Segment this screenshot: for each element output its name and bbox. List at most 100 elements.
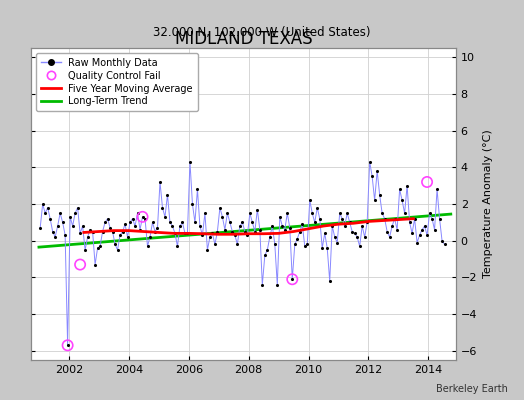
Text: Berkeley Earth: Berkeley Earth [436,384,508,394]
Point [106,225,114,231]
Point [86,226,94,233]
Point [181,230,189,236]
Point [43,204,52,211]
Point [423,179,431,185]
Point [123,234,132,240]
Point [250,228,259,235]
Point [203,247,212,253]
Point [315,216,324,222]
Point [323,245,331,251]
Point [378,210,386,216]
Point [236,223,244,229]
Point [338,216,346,222]
Point [223,210,232,216]
Point [154,225,162,231]
Point [66,214,74,220]
Point [355,243,364,250]
Point [288,276,297,282]
Point [423,232,431,238]
Point [36,225,45,231]
Point [136,226,144,233]
Point [348,228,356,235]
Point [141,216,149,222]
Point [305,197,314,204]
Point [188,201,196,207]
Point [208,230,216,236]
Point [363,219,372,226]
Point [166,219,174,226]
Point [416,232,424,238]
Point [126,219,134,226]
Point [201,210,209,216]
Point [440,241,449,248]
Point [270,241,279,248]
Point [413,239,421,246]
Point [196,223,204,229]
Point [103,216,112,222]
Point [93,245,102,251]
Point [288,276,297,282]
Point [233,241,242,248]
Point [131,223,139,229]
Point [133,210,141,216]
Point [76,230,84,236]
Point [73,204,82,211]
Point [370,197,379,204]
Point [283,210,291,216]
Point [398,197,406,204]
Point [365,158,374,165]
Point [361,234,369,240]
Point [253,206,261,213]
Point [328,223,336,229]
Point [76,261,84,268]
Point [128,216,137,222]
Point [268,223,277,229]
Point [248,219,257,226]
Point [99,228,107,235]
Point [390,216,399,222]
Point [113,247,122,253]
Point [345,219,354,226]
Point [193,186,202,192]
Point [138,214,147,220]
Point [63,342,72,348]
Point [321,230,329,236]
Point [318,245,326,251]
Point [266,234,274,240]
Point [161,214,169,220]
Point [206,234,214,240]
Point [403,182,411,189]
Point [41,210,49,216]
Y-axis label: Temperature Anomaly (°C): Temperature Anomaly (°C) [483,130,493,278]
Point [335,210,344,216]
Point [216,204,224,211]
Point [146,234,154,240]
Point [396,186,404,192]
Point [311,219,319,226]
Point [291,241,299,248]
Point [59,219,67,226]
Point [178,219,187,226]
Point [218,214,226,220]
Point [191,219,199,226]
Point [256,226,264,233]
Point [83,234,92,240]
Point [221,226,229,233]
Point [368,173,376,180]
Point [435,216,444,222]
Point [301,243,309,250]
Point [151,228,159,235]
Point [408,230,416,236]
Point [241,228,249,235]
Point [111,241,119,248]
Point [171,230,179,236]
Point [260,252,269,258]
Point [96,243,104,250]
Point [276,214,284,220]
Point [380,216,389,222]
Point [51,234,59,240]
Point [428,216,436,222]
Point [325,278,334,284]
Point [238,219,247,226]
Point [376,192,384,198]
